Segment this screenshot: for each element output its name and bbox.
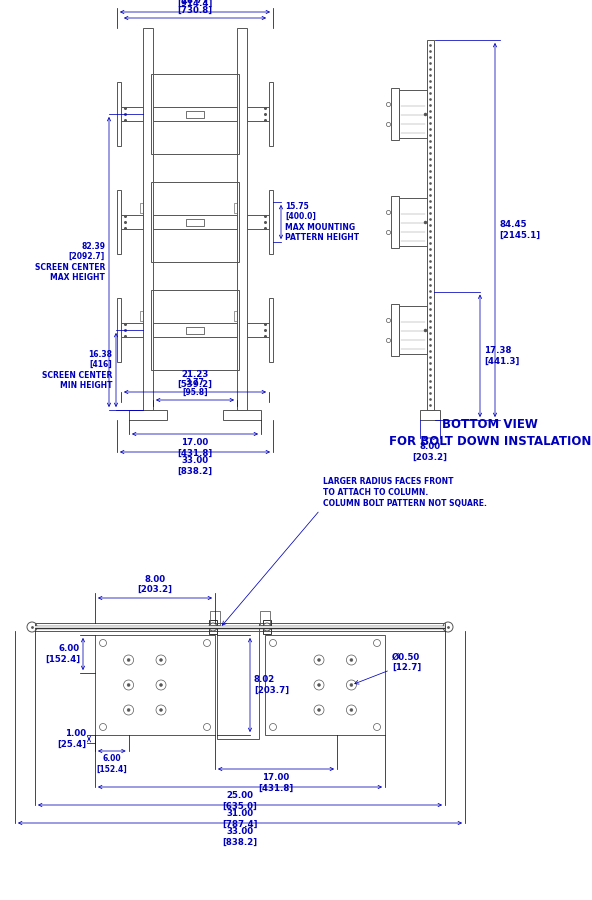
Bar (117, 190, 121, 254)
Bar (265, 635, 385, 735)
Circle shape (127, 683, 130, 687)
Circle shape (159, 708, 162, 712)
Text: 17.00
[431.8]: 17.00 [431.8] (178, 438, 213, 457)
Bar (398, 198, 426, 246)
Bar (420, 410, 440, 420)
Bar (35, 623, 445, 631)
Text: 28.77
[730.8]: 28.77 [730.8] (178, 0, 213, 15)
Bar (117, 82, 121, 146)
Text: Ø0.50
[12.7]: Ø0.50 [12.7] (392, 652, 422, 671)
Bar (186, 327, 204, 334)
Circle shape (317, 708, 320, 712)
Text: 82.39
[2092.7]
SCREEN CENTER
MAX HEIGHT: 82.39 [2092.7] SCREEN CENTER MAX HEIGHT (34, 242, 105, 282)
Circle shape (159, 659, 162, 662)
Bar (121, 215, 143, 229)
Bar (391, 196, 398, 248)
Bar (426, 40, 433, 410)
Bar (398, 306, 426, 354)
Bar (260, 611, 270, 625)
Text: 33.00
[838.2]: 33.00 [838.2] (178, 456, 213, 475)
Circle shape (350, 708, 353, 712)
Text: 25.00
[635.0]: 25.00 [635.0] (223, 791, 258, 810)
Circle shape (350, 659, 353, 662)
Text: 8.00
[203.2]: 8.00 [203.2] (137, 574, 172, 594)
Bar (210, 611, 220, 625)
Circle shape (263, 623, 271, 631)
Bar (263, 620, 271, 634)
Text: 1.00
[25.4]: 1.00 [25.4] (57, 729, 86, 749)
Bar (153, 215, 237, 229)
Text: 16.38
[416]
SCREEN CENTER
MIN HEIGHT: 16.38 [416] SCREEN CENTER MIN HEIGHT (41, 350, 112, 390)
Bar (237, 28, 247, 410)
Bar (247, 215, 269, 229)
Bar (398, 90, 426, 138)
Bar (140, 311, 143, 321)
Text: 3.77
[95.8]: 3.77 [95.8] (182, 378, 208, 397)
Bar (95, 635, 215, 735)
Bar (391, 88, 398, 140)
Bar (151, 74, 239, 154)
Bar (186, 111, 204, 118)
Text: 17.00
[431.8]: 17.00 [431.8] (258, 773, 294, 792)
Bar (269, 298, 273, 362)
Bar (247, 323, 269, 337)
Bar (234, 311, 237, 321)
Circle shape (127, 659, 130, 662)
Text: 36.00
[914.4]: 36.00 [914.4] (178, 0, 213, 8)
Text: 31.00
[787.4]: 31.00 [787.4] (222, 809, 258, 828)
Bar (121, 107, 143, 121)
Text: 6.00
[152.4]: 6.00 [152.4] (45, 644, 80, 663)
Text: 33.00
[838.2]: 33.00 [838.2] (223, 827, 258, 846)
Bar (143, 28, 153, 410)
Bar (121, 323, 143, 337)
Bar (234, 203, 237, 213)
Circle shape (317, 659, 320, 662)
Bar (153, 323, 237, 337)
Text: 6.00
[152.4]: 6.00 [152.4] (96, 754, 127, 773)
Text: 84.45
[2145.1]: 84.45 [2145.1] (499, 220, 540, 239)
Circle shape (317, 683, 320, 687)
Text: LARGER RADIUS FACES FRONT
TO ATTACH TO COLUMN.
COLUMN BOLT PATTERN NOT SQUARE.: LARGER RADIUS FACES FRONT TO ATTACH TO C… (323, 477, 487, 508)
Text: 8.00
[203.2]: 8.00 [203.2] (413, 442, 448, 462)
Bar (129, 410, 167, 420)
Bar (269, 190, 273, 254)
Bar (269, 82, 273, 146)
Bar (223, 410, 261, 420)
Text: 21.23
[539.2]: 21.23 [539.2] (178, 370, 213, 389)
Circle shape (159, 683, 162, 687)
Bar (186, 219, 204, 226)
Text: 8.02
[203.7]: 8.02 [203.7] (254, 675, 289, 695)
Circle shape (209, 623, 217, 631)
Text: 17.38
[441.3]: 17.38 [441.3] (484, 346, 519, 365)
Bar (151, 182, 239, 262)
Bar (140, 203, 143, 213)
Bar (391, 304, 398, 356)
Text: BOTTOM VIEW
FOR BOLT DOWN INSTALATION: BOTTOM VIEW FOR BOLT DOWN INSTALATION (389, 418, 591, 448)
Bar (117, 298, 121, 362)
Bar (217, 623, 259, 739)
Bar (151, 290, 239, 370)
Bar (153, 107, 237, 121)
Text: 15.75
[400.0]
MAX MOUNTING
PATTERN HEIGHT: 15.75 [400.0] MAX MOUNTING PATTERN HEIGH… (285, 202, 359, 242)
Circle shape (127, 708, 130, 712)
Bar (247, 107, 269, 121)
Bar (209, 620, 217, 634)
Circle shape (350, 683, 353, 687)
